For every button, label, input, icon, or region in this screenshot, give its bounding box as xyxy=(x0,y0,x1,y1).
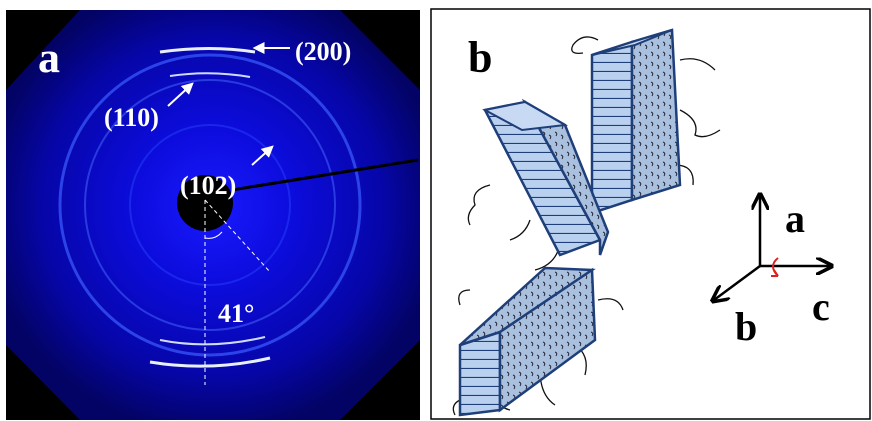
angle-label: 41° xyxy=(218,299,254,328)
peak-label: (102) xyxy=(180,171,236,200)
axis-label: a xyxy=(785,196,805,241)
axis-label: b xyxy=(735,304,757,349)
peak-label: (110) xyxy=(104,103,159,132)
axis-label: c xyxy=(812,284,830,329)
panel-label: b xyxy=(468,33,492,82)
panel-a: a (200) (110) (102) 41° xyxy=(6,10,420,420)
figure: a (200) (110) (102) 41° xyxy=(0,0,872,421)
peak-label: (200) xyxy=(295,37,351,66)
panel-b: a b c b xyxy=(431,9,870,419)
panel-label: a xyxy=(38,33,60,82)
